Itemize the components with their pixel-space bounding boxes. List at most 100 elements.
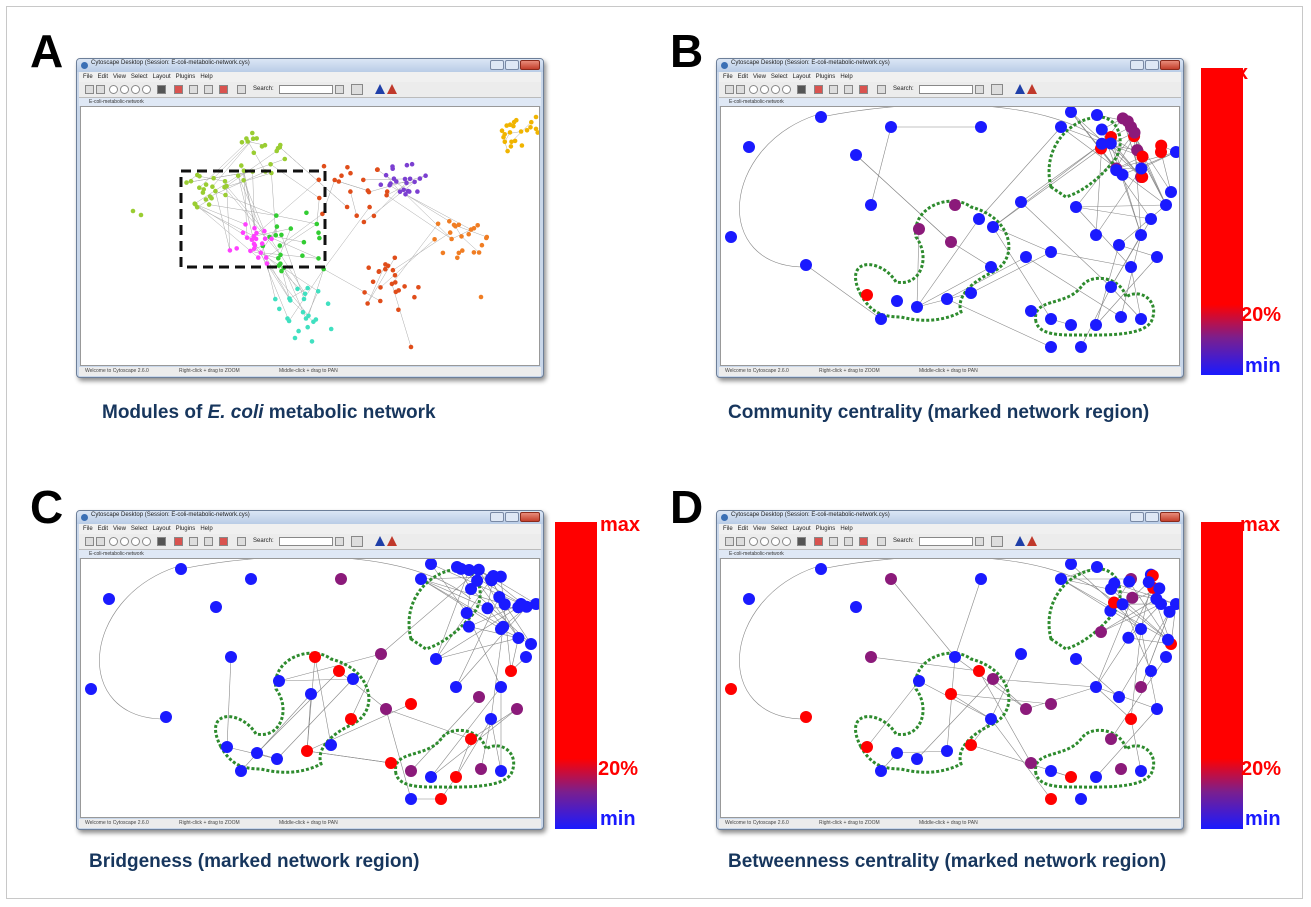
toolbar-icon-6[interactable] xyxy=(782,85,791,94)
toolbar-icon-2[interactable] xyxy=(736,85,745,94)
search-input[interactable] xyxy=(919,85,973,94)
toolbar-icon-8[interactable] xyxy=(814,537,823,546)
minimize-icon[interactable] xyxy=(1130,512,1144,522)
search-input[interactable] xyxy=(279,85,333,94)
toolbar-icon-3[interactable] xyxy=(749,537,758,546)
minimize-icon[interactable] xyxy=(1130,60,1144,70)
toolbar-icon-7[interactable] xyxy=(157,85,166,94)
menu-plugins[interactable]: Plugins xyxy=(815,526,836,532)
toolbar-icon-6[interactable] xyxy=(142,85,151,94)
filter-icon[interactable] xyxy=(351,536,363,547)
menu-edit[interactable]: Edit xyxy=(97,526,109,532)
layout-icon[interactable] xyxy=(1015,84,1025,94)
toolbar-icon-10[interactable] xyxy=(844,537,853,546)
toolbar-icon-9[interactable] xyxy=(189,537,198,546)
toolbar-icon-11[interactable] xyxy=(859,85,868,94)
menu-help[interactable]: Help xyxy=(200,74,213,80)
search-dropdown-icon[interactable] xyxy=(975,537,984,546)
menu-layout[interactable]: Layout xyxy=(152,74,171,80)
network-canvas[interactable] xyxy=(80,558,540,818)
menu-view[interactable]: View xyxy=(753,526,766,532)
layout-icon[interactable] xyxy=(375,536,385,546)
menu-help[interactable]: Help xyxy=(200,526,213,532)
toolbar-icon-5[interactable] xyxy=(771,85,780,94)
network-canvas[interactable] xyxy=(720,558,1180,818)
close-icon[interactable] xyxy=(520,512,540,522)
toolbar-icon-6[interactable] xyxy=(782,537,791,546)
toolbar-icon-5[interactable] xyxy=(131,85,140,94)
menu-plugins[interactable]: Plugins xyxy=(815,74,836,80)
maximize-icon[interactable] xyxy=(505,512,519,522)
network-canvas[interactable] xyxy=(720,106,1180,366)
close-icon[interactable] xyxy=(520,60,540,70)
menu-view[interactable]: View xyxy=(753,74,766,80)
minimize-icon[interactable] xyxy=(490,512,504,522)
toolbar-icon-7[interactable] xyxy=(797,537,806,546)
menu-edit[interactable]: Edit xyxy=(737,526,749,532)
toolbar-icon-8[interactable] xyxy=(174,537,183,546)
toolbar-icon-9[interactable] xyxy=(189,85,198,94)
toolbar-icon-4[interactable] xyxy=(120,537,129,546)
close-icon[interactable] xyxy=(1160,512,1180,522)
toolbar-icon-4[interactable] xyxy=(120,85,129,94)
toolbar-icon-10[interactable] xyxy=(204,85,213,94)
menu-help[interactable]: Help xyxy=(840,74,853,80)
menu-view[interactable]: View xyxy=(113,526,126,532)
toolbar-icon-9[interactable] xyxy=(829,85,838,94)
minimize-icon[interactable] xyxy=(490,60,504,70)
filter-icon[interactable] xyxy=(991,84,1003,95)
menu-select[interactable]: Select xyxy=(130,74,148,80)
toolbar-icon-12[interactable] xyxy=(237,537,246,546)
toolbar-icon-1[interactable] xyxy=(85,537,94,546)
maximize-icon[interactable] xyxy=(505,60,519,70)
menu-select[interactable]: Select xyxy=(770,526,788,532)
menu-file[interactable]: File xyxy=(83,526,93,532)
menu-file[interactable]: File xyxy=(723,526,733,532)
search-input[interactable] xyxy=(279,537,333,546)
menu-plugins[interactable]: Plugins xyxy=(175,526,196,532)
toolbar-icon-7[interactable] xyxy=(797,85,806,94)
toolbar-icon-3[interactable] xyxy=(749,85,758,94)
toolbar-icon-7[interactable] xyxy=(157,537,166,546)
toolbar-icon-12[interactable] xyxy=(877,85,886,94)
vizmap-icon[interactable] xyxy=(387,536,397,546)
layout-icon[interactable] xyxy=(1015,536,1025,546)
toolbar-icon-4[interactable] xyxy=(760,85,769,94)
toolbar-icon-8[interactable] xyxy=(174,85,183,94)
menu-select[interactable]: Select xyxy=(130,526,148,532)
menu-file[interactable]: File xyxy=(83,74,93,80)
search-dropdown-icon[interactable] xyxy=(335,85,344,94)
filter-icon[interactable] xyxy=(991,536,1003,547)
toolbar-icon-10[interactable] xyxy=(844,85,853,94)
menu-view[interactable]: View xyxy=(113,74,126,80)
toolbar-icon-12[interactable] xyxy=(877,537,886,546)
menu-select[interactable]: Select xyxy=(770,74,788,80)
menu-help[interactable]: Help xyxy=(840,526,853,532)
toolbar-icon-10[interactable] xyxy=(204,537,213,546)
toolbar-icon-1[interactable] xyxy=(725,537,734,546)
toolbar-icon-2[interactable] xyxy=(736,537,745,546)
menu-layout[interactable]: Layout xyxy=(792,526,811,532)
toolbar-icon-1[interactable] xyxy=(85,85,94,94)
menu-file[interactable]: File xyxy=(723,74,733,80)
layout-icon[interactable] xyxy=(375,84,385,94)
menu-layout[interactable]: Layout xyxy=(152,526,171,532)
network-canvas[interactable] xyxy=(80,106,540,366)
menu-edit[interactable]: Edit xyxy=(737,74,749,80)
maximize-icon[interactable] xyxy=(1145,60,1159,70)
toolbar-icon-9[interactable] xyxy=(829,537,838,546)
toolbar-icon-2[interactable] xyxy=(96,537,105,546)
toolbar-icon-11[interactable] xyxy=(859,537,868,546)
vizmap-icon[interactable] xyxy=(1027,84,1037,94)
toolbar-icon-1[interactable] xyxy=(725,85,734,94)
toolbar-icon-4[interactable] xyxy=(760,537,769,546)
menu-plugins[interactable]: Plugins xyxy=(175,74,196,80)
toolbar-icon-5[interactable] xyxy=(131,537,140,546)
toolbar-icon-3[interactable] xyxy=(109,537,118,546)
search-dropdown-icon[interactable] xyxy=(335,537,344,546)
vizmap-icon[interactable] xyxy=(1027,536,1037,546)
toolbar-icon-3[interactable] xyxy=(109,85,118,94)
search-input[interactable] xyxy=(919,537,973,546)
toolbar-icon-6[interactable] xyxy=(142,537,151,546)
close-icon[interactable] xyxy=(1160,60,1180,70)
